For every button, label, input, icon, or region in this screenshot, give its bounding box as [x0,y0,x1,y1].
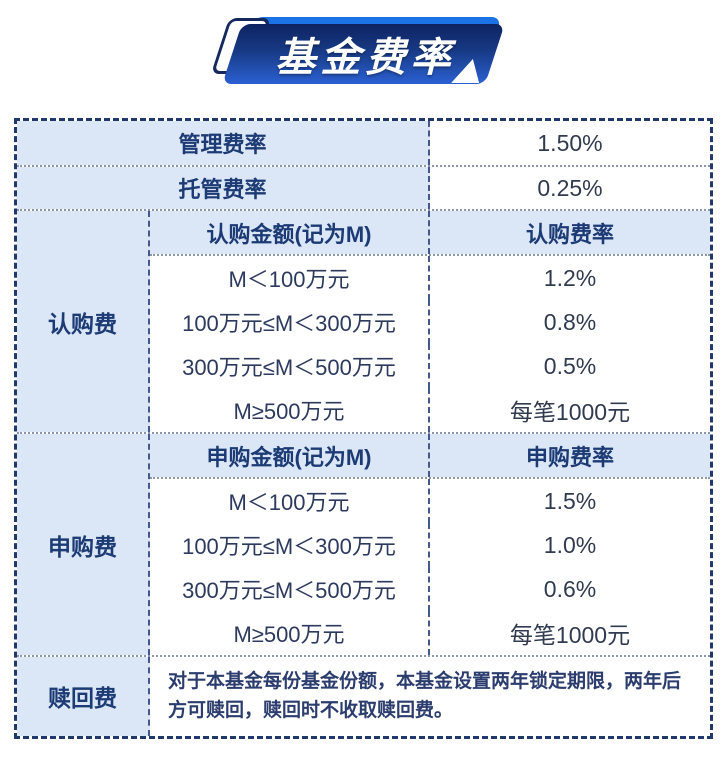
purchase-header-row: 申购金额(记为M) 申购费率 [150,434,710,479]
custody-fee-value: 0.25% [537,174,603,201]
rate-cell: 0.5% [543,352,597,379]
subscription-fee-section: 认购费 认购金额(记为M) 认购费率 M＜100万元 1.2% 100万元≤M＜… [17,209,710,432]
purchase-fee-section: 申购费 申购金额(记为M) 申购费率 M＜100万元 1.5% 100万元≤M＜… [17,432,710,655]
rate-cell: 每笔1000元 [509,399,631,425]
management-fee-row: 管理费率 1.50% [17,121,710,165]
table-row: 100万元≤M＜300万元 1.0% [150,523,710,567]
rate-cell: 1.0% [543,531,597,558]
rate-cell: 0.6% [543,575,597,602]
fee-table: 管理费率 1.50% 托管费率 0.25% 认购费 认购金额(记为M) 认购费率… [14,118,713,739]
purchase-amount-header: 申购金额(记为M) [150,434,430,477]
table-row: 300万元≤M＜500万元 0.6% [150,567,710,611]
redemption-fee-label: 赎回费 [17,657,150,736]
amount-cell: 300万元≤M＜500万元 [150,567,430,611]
amount-cell: M≥500万元 [150,388,430,432]
rate-cell: 1.2% [543,264,597,291]
rate-cell: 1.5% [543,487,597,514]
purchase-subtable: 申购金额(记为M) 申购费率 M＜100万元 1.5% 100万元≤M＜300万… [150,434,710,655]
subscription-amount-header: 认购金额(记为M) [150,211,430,254]
title-banner: 基金费率 [210,17,505,84]
table-row: 100万元≤M＜300万元 0.8% [150,300,710,344]
table-row: M≥500万元 每笔1000元 [150,388,710,432]
custody-fee-row: 托管费率 0.25% [17,165,710,209]
amount-cell: 100万元≤M＜300万元 [150,523,430,567]
subscription-subtable: 认购金额(记为M) 认购费率 M＜100万元 1.2% 100万元≤M＜300万… [150,211,710,432]
subscription-section-label: 认购费 [17,211,150,432]
amount-cell: M≥500万元 [150,611,430,655]
subscription-rate-header: 认购费率 [430,211,710,254]
redemption-fee-row: 赎回费 对于本基金每份基金份额，本基金设置两年锁定期限，两年后方可赎回，赎回时不… [17,655,710,736]
purchase-section-label: 申购费 [17,434,150,655]
rate-cell: 0.8% [543,308,597,335]
amount-cell: 300万元≤M＜500万元 [150,344,430,388]
subscription-header-row: 认购金额(记为M) 认购费率 [150,211,710,256]
custody-fee-label: 托管费率 [17,167,430,209]
purchase-rate-header: 申购费率 [430,434,710,477]
redemption-note: 对于本基金每份基金份额，本基金设置两年锁定期限，两年后方可赎回，赎回时不收取赎回… [168,671,682,722]
rate-cell: 每笔1000元 [509,622,631,648]
table-row: 300万元≤M＜500万元 0.5% [150,344,710,388]
amount-cell: M＜100万元 [150,256,430,300]
table-row: M＜100万元 1.5% [150,479,710,523]
amount-cell: 100万元≤M＜300万元 [150,300,430,344]
page-title: 基金费率 [275,36,456,80]
management-fee-value: 1.50% [537,129,603,156]
table-row: M≥500万元 每笔1000元 [150,611,710,655]
amount-cell: M＜100万元 [150,479,430,523]
management-fee-label: 管理费率 [17,121,430,165]
table-row: M＜100万元 1.2% [150,256,710,300]
